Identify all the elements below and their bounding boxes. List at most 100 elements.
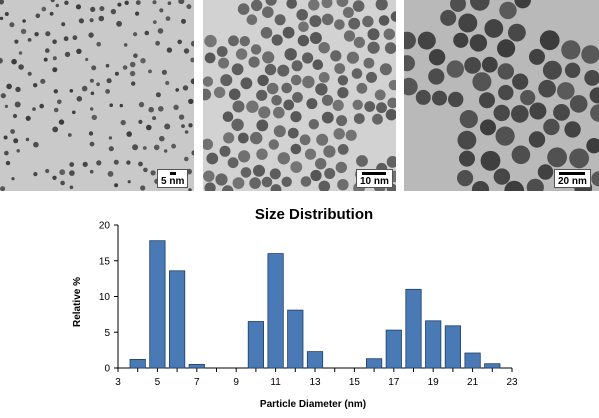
nanoparticle xyxy=(266,82,279,95)
nanoparticle xyxy=(237,132,249,144)
nanoparticle xyxy=(569,95,588,113)
nanoparticle xyxy=(181,18,186,24)
nanoparticle xyxy=(175,88,179,92)
nanoparticle xyxy=(332,99,344,111)
histogram-bar xyxy=(287,309,304,369)
size-distribution-chart: Size Distribution Relative % Particle Di… xyxy=(72,206,518,410)
nanoparticle xyxy=(109,103,113,107)
nanoparticle xyxy=(186,4,192,10)
nanoparticle xyxy=(352,99,363,111)
nanoparticle xyxy=(318,72,330,83)
nanoparticle xyxy=(484,19,504,38)
nanoparticle xyxy=(85,57,89,62)
nanoparticle xyxy=(82,161,88,167)
nanoparticle xyxy=(64,51,71,58)
x-tick-label: 21 xyxy=(467,377,479,388)
nanoparticle xyxy=(184,156,189,162)
histogram-bar xyxy=(247,321,264,369)
nanoparticle xyxy=(6,83,12,90)
nanoparticle xyxy=(108,146,114,152)
nanoparticle xyxy=(333,128,345,140)
nanoparticle xyxy=(135,0,141,5)
nanoparticle xyxy=(12,113,18,119)
nanoparticle xyxy=(190,57,194,63)
histogram-bar xyxy=(129,358,146,369)
nanoparticle xyxy=(458,13,478,33)
nanoparticle xyxy=(520,90,536,106)
nanoparticle xyxy=(39,103,44,109)
nanoparticle xyxy=(52,126,59,133)
nanoparticle xyxy=(165,80,170,86)
nanoparticle xyxy=(378,15,390,26)
histogram-bar xyxy=(405,288,422,369)
nanoparticle xyxy=(53,89,58,94)
nanoparticle xyxy=(78,18,84,24)
nanoparticle xyxy=(240,167,252,178)
nanoparticle xyxy=(376,102,387,114)
nanoparticle xyxy=(11,58,17,65)
nanoparticle xyxy=(138,101,145,108)
histogram-bar xyxy=(188,363,205,369)
nanoparticle xyxy=(469,34,488,52)
nanoparticle xyxy=(203,170,215,182)
nanoparticle xyxy=(283,99,295,111)
nanoparticle xyxy=(122,65,128,70)
nanoparticle xyxy=(177,39,182,45)
nanoparticle xyxy=(152,116,157,121)
nanoparticle xyxy=(206,152,219,165)
y-axis-label: Relative % xyxy=(72,277,83,327)
scale-bar-label: 10 nm xyxy=(356,169,393,188)
nanoparticle xyxy=(237,3,250,15)
nanoparticle xyxy=(297,34,310,47)
nanoparticle xyxy=(564,62,581,78)
nanoparticle xyxy=(542,60,562,80)
tem-image-medium: 10 nm xyxy=(203,0,396,191)
nanoparticle xyxy=(20,28,27,35)
nanoparticle xyxy=(304,148,317,160)
nanoparticle xyxy=(547,147,567,168)
nanoparticle xyxy=(166,47,173,53)
nanoparticle xyxy=(337,87,349,99)
nanoparticle xyxy=(480,150,501,171)
nanoparticle xyxy=(13,138,19,144)
nanoparticle xyxy=(18,51,23,55)
x-tick-label: 7 xyxy=(194,377,200,388)
nanoparticle xyxy=(4,12,9,16)
nanoparticle xyxy=(203,138,214,150)
scale-bar xyxy=(362,172,387,175)
nanoparticle xyxy=(292,92,303,103)
nanoparticle xyxy=(383,28,395,40)
nanoparticle xyxy=(113,159,119,165)
nanoparticle xyxy=(342,7,354,18)
nanoparticle xyxy=(290,74,302,86)
nanoparticle xyxy=(232,100,245,113)
nanoparticle xyxy=(324,168,336,179)
nanoparticle xyxy=(290,161,303,174)
nanoparticle xyxy=(178,114,185,120)
nanoparticle xyxy=(374,89,386,101)
nanoparticle xyxy=(231,63,244,76)
nanoparticle xyxy=(140,58,146,64)
nanoparticle xyxy=(90,107,94,111)
x-tick-label: 23 xyxy=(506,377,518,388)
nanoparticle xyxy=(352,0,365,12)
nanoparticle xyxy=(33,83,38,88)
nanoparticle xyxy=(256,119,269,132)
nanoparticle xyxy=(353,36,365,49)
nanoparticle xyxy=(161,69,167,75)
nanoparticle xyxy=(105,89,110,94)
nanoparticle xyxy=(480,119,496,136)
nanoparticle xyxy=(107,171,114,177)
nanoparticle xyxy=(511,145,531,165)
nanoparticle xyxy=(375,0,388,11)
nanoparticle xyxy=(353,113,365,124)
nanoparticle xyxy=(43,57,48,62)
nanoparticle xyxy=(564,121,581,138)
nanoparticle xyxy=(498,84,514,101)
nanoparticle xyxy=(261,176,273,188)
nanoparticle xyxy=(450,0,466,12)
nanoparticle xyxy=(52,67,58,73)
nanoparticle xyxy=(126,160,131,165)
nanoparticle xyxy=(45,31,51,37)
nanoparticle xyxy=(351,68,363,79)
